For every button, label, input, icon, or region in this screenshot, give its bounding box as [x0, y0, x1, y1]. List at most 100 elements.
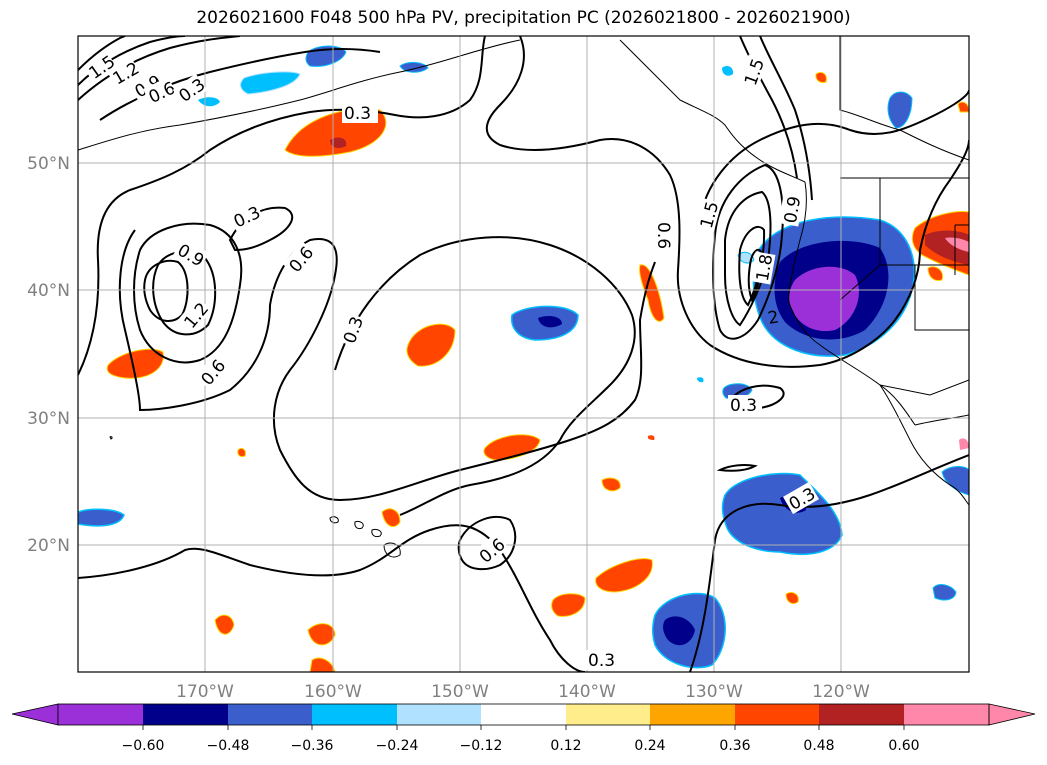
baja-california: [879, 384, 969, 506]
precip-blob: [932, 584, 957, 601]
colorbar-tick-label: 0.12: [550, 738, 581, 754]
island: [354, 521, 364, 530]
coastlines: [78, 36, 969, 506]
colorbar-extend-high: [988, 703, 1036, 726]
precip-blob: [697, 377, 704, 383]
precip-blob: [237, 447, 246, 458]
contour-line: [133, 222, 243, 364]
precip-blob: [406, 323, 456, 367]
precip-blob: [214, 614, 235, 635]
colorbar-tick-label: 0.24: [634, 738, 665, 754]
colorbar-segment: [58, 704, 143, 725]
contour-label: 0.9: [781, 195, 805, 225]
precip-blob: [309, 657, 336, 672]
precip-blob: [381, 508, 401, 528]
contour-line: [334, 236, 636, 516]
colorbar-segment: [650, 704, 735, 725]
lat-label-20n: 20°N: [27, 536, 70, 556]
contour-line: [716, 464, 758, 472]
precip-blob: [240, 71, 301, 95]
precip-blob: [601, 477, 621, 492]
contour-line: [78, 36, 126, 71]
colorbar-segment: [312, 704, 397, 725]
lat-label-40n: 40°N: [27, 281, 70, 301]
colorbar-segment: [904, 704, 989, 725]
precip-blob: [959, 438, 969, 450]
precip-blob: [927, 266, 944, 281]
precip-blob: [538, 316, 562, 328]
lon-label-140w: 140°W: [558, 682, 616, 702]
map-title: 2026021600 F048 500 hPa PV, precipitatio…: [196, 8, 851, 28]
precip-blob: [198, 97, 220, 107]
contour-label: 0.3: [588, 651, 615, 671]
colorbar-segment: [819, 704, 904, 725]
state-border: [914, 265, 969, 331]
precip-blob: [722, 66, 734, 76]
precip-blob: [663, 616, 695, 646]
precip-blob: [647, 435, 655, 440]
longitude-labels: 170°W 160°W 150°W 140°W 130°W 120°W: [176, 682, 870, 702]
us-mexico-border: [879, 379, 969, 396]
lon-label-150w: 150°W: [431, 682, 489, 702]
colorbar-segment: [566, 704, 650, 725]
contour-line: [78, 36, 241, 101]
lon-label-120w: 120°W: [812, 682, 870, 702]
hawaii-islands: [109, 436, 401, 558]
alaska-panhandle: [619, 39, 806, 183]
contour-labels: 1.5 1.2 0.9 0.6 0.3 0.3 0.3 0.9 1.2 0.6 …: [82, 50, 819, 671]
colorbar-segment: [143, 704, 228, 725]
precip-blob: [785, 591, 799, 605]
precip-blob: [815, 71, 827, 83]
lon-label-170w: 170°W: [176, 682, 234, 702]
contour-label: 1.8: [753, 253, 777, 283]
latitude-labels: 50°N 40°N 30°N 20°N: [27, 154, 70, 556]
precip-blob: [941, 466, 969, 496]
precip-blob: [551, 593, 586, 617]
colorbar-tick-label: −0.48: [207, 738, 250, 754]
contour-line: [78, 524, 586, 672]
precip-blob: [307, 623, 336, 646]
contour-line: [712, 163, 784, 340]
lat-label-50n: 50°N: [27, 154, 70, 174]
colorbar-tick-label: −0.60: [122, 738, 165, 754]
state-border: [954, 224, 969, 275]
lon-label-160w: 160°W: [304, 682, 362, 702]
mexico-mainland-coast: [914, 414, 969, 426]
colorbar-tick-label: −0.12: [460, 738, 503, 754]
contour-line: [759, 36, 813, 201]
colorbar-segment: [397, 704, 481, 725]
colorbar-tick-label: −0.36: [291, 738, 334, 754]
colorbar-segment: [228, 704, 312, 725]
contour-label: 0.3: [344, 104, 371, 124]
precip-blob: [330, 137, 347, 148]
contour-line: [485, 36, 969, 368]
precip-blob: [78, 508, 125, 527]
precip-blob: [106, 348, 164, 379]
colorbar-segment: [481, 704, 566, 725]
colorbar: −0.60 −0.48 −0.36 −0.24 −0.12 0.12 0.24 …: [11, 703, 1036, 754]
contour-line: [118, 229, 656, 502]
island: [109, 436, 113, 440]
precip-blob: [957, 101, 969, 113]
precip-blob: [887, 91, 913, 129]
contour-label: 2: [766, 307, 780, 329]
contour-line: [689, 454, 969, 672]
california-coast: [787, 299, 916, 426]
contour-label: 0.6: [653, 222, 673, 249]
colorbar-segment: [735, 704, 819, 725]
lon-label-130w: 130°W: [685, 682, 743, 702]
map-border: [77, 35, 970, 673]
colorbar-tick-label: −0.24: [376, 738, 419, 754]
precip-blob: [945, 237, 969, 252]
colorbar-tick-label: 0.36: [719, 738, 750, 754]
colorbar-tick-label: 0.60: [888, 738, 919, 754]
island: [383, 542, 401, 558]
contour-line: [78, 36, 486, 376]
island: [371, 529, 382, 538]
colorbar-tick-label: 0.48: [803, 738, 834, 754]
state-border: [839, 264, 881, 301]
precip-blob: [639, 264, 665, 322]
precip-blob: [595, 558, 653, 593]
island: [329, 516, 339, 524]
contour-label: 0.3: [730, 396, 757, 416]
